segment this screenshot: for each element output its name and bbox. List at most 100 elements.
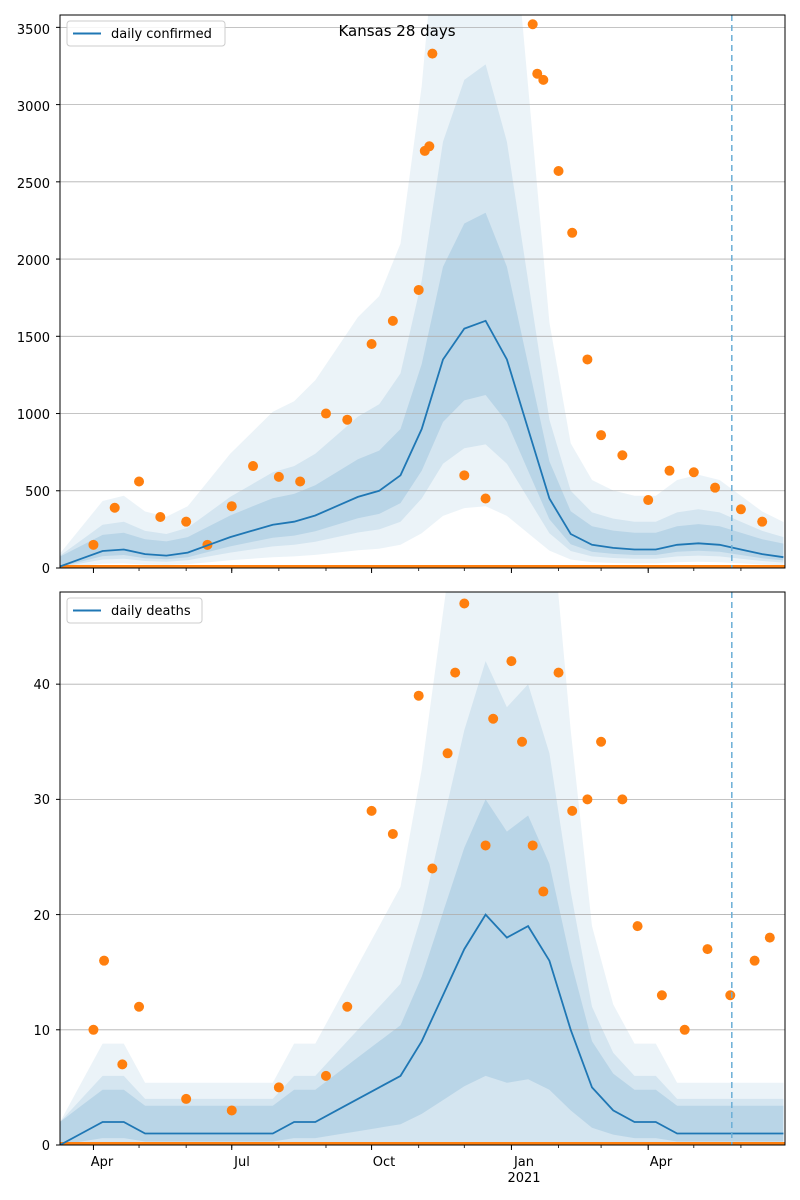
legend-label: daily confirmed bbox=[111, 27, 212, 42]
data-point bbox=[617, 450, 628, 461]
data-point bbox=[366, 805, 377, 816]
data-point bbox=[506, 656, 517, 667]
data-point bbox=[450, 667, 461, 678]
figure-title: Kansas 28 days bbox=[338, 22, 455, 40]
data-point bbox=[427, 863, 438, 874]
plot-area bbox=[60, 592, 785, 1145]
data-point bbox=[480, 493, 491, 504]
data-point bbox=[488, 713, 499, 724]
axes-frame bbox=[59, 14, 786, 569]
x-tick-label: Apr bbox=[650, 1155, 673, 1170]
y-tick-label: 2000 bbox=[17, 254, 50, 269]
data-point bbox=[117, 1059, 128, 1070]
uncertainty-band bbox=[60, 661, 784, 1145]
data-point bbox=[273, 1082, 284, 1093]
data-point bbox=[532, 68, 543, 79]
data-point bbox=[582, 794, 593, 805]
legend-deaths: daily deaths bbox=[66, 597, 203, 624]
data-point bbox=[155, 512, 166, 523]
data-point bbox=[134, 476, 145, 487]
data-point bbox=[295, 476, 306, 487]
uncertainty-band bbox=[60, 799, 784, 1145]
data-point bbox=[248, 461, 259, 472]
data-point bbox=[427, 48, 438, 59]
uncertainty-band bbox=[60, 212, 784, 567]
data-point bbox=[342, 414, 353, 425]
y-tick-label: 20 bbox=[33, 909, 50, 924]
y-tick-label: 30 bbox=[33, 793, 50, 808]
legend-label: daily deaths bbox=[111, 604, 191, 619]
data-point bbox=[459, 470, 470, 481]
data-point bbox=[517, 736, 528, 747]
data-point bbox=[664, 465, 675, 476]
data-point bbox=[442, 748, 453, 759]
data-point bbox=[735, 504, 746, 515]
data-point bbox=[387, 828, 398, 839]
series-line bbox=[60, 319, 784, 568]
data-point bbox=[643, 495, 654, 506]
data-point bbox=[387, 315, 398, 326]
data-point bbox=[656, 990, 667, 1001]
y-tick-label: 10 bbox=[33, 1024, 50, 1039]
data-point bbox=[582, 354, 593, 365]
y-tick-label: 2500 bbox=[17, 177, 50, 192]
data-point bbox=[538, 74, 549, 85]
data-point bbox=[99, 955, 110, 966]
data-point bbox=[596, 430, 607, 441]
data-point bbox=[596, 736, 607, 747]
data-point bbox=[181, 1093, 192, 1104]
data-point bbox=[764, 932, 775, 943]
data-point bbox=[553, 166, 564, 177]
y-tick-labels-confirmed: 0 500 1000 1500 2000 2500 3000 3500 bbox=[17, 23, 50, 577]
legend-box bbox=[66, 20, 226, 47]
y-tick-label: 500 bbox=[25, 485, 50, 500]
data-point bbox=[320, 408, 331, 419]
y-tick-label: 0 bbox=[42, 1139, 50, 1154]
y-tick-label: 40 bbox=[33, 678, 50, 693]
data-point bbox=[632, 921, 643, 932]
data-point bbox=[710, 482, 721, 493]
data-point bbox=[725, 990, 736, 1001]
x-tick-year-label: 2021 bbox=[507, 1171, 540, 1186]
data-point bbox=[320, 1070, 331, 1081]
y-tick-label: 3000 bbox=[17, 100, 50, 115]
x-tick-label: Apr bbox=[91, 1155, 114, 1170]
data-point bbox=[109, 502, 120, 513]
data-point bbox=[688, 467, 699, 478]
data-point bbox=[538, 886, 549, 897]
data-point bbox=[342, 1001, 353, 1012]
data-point bbox=[181, 516, 192, 527]
y-tick-label: 1000 bbox=[17, 408, 50, 423]
data-point bbox=[88, 1024, 99, 1035]
axes-deaths bbox=[56, 591, 786, 1150]
data-point bbox=[459, 598, 470, 609]
legend-confirmed: daily confirmed bbox=[66, 20, 226, 47]
uncertainty-band bbox=[60, 592, 784, 1145]
axes-frame bbox=[59, 591, 786, 1146]
x-tick-labels: Apr Jul Oct Jan Apr 2021 bbox=[91, 1155, 673, 1186]
x-tick-label: Oct bbox=[373, 1155, 395, 1170]
data-point bbox=[413, 690, 424, 701]
data-point bbox=[226, 501, 237, 512]
data-point bbox=[273, 471, 284, 482]
data-point bbox=[88, 539, 99, 550]
y-tick-label: 3500 bbox=[17, 23, 50, 38]
series-line bbox=[60, 913, 784, 1145]
uncertainty-band bbox=[60, 64, 784, 568]
data-point bbox=[134, 1001, 145, 1012]
data-point bbox=[413, 284, 424, 295]
data-point bbox=[366, 339, 377, 350]
data-point bbox=[527, 19, 538, 30]
data-point bbox=[424, 141, 435, 152]
x-tick-label: Jan bbox=[513, 1155, 534, 1170]
y-tick-label: 1500 bbox=[17, 331, 50, 346]
data-point bbox=[553, 667, 564, 678]
data-point bbox=[749, 955, 760, 966]
data-point bbox=[702, 944, 713, 955]
y-tick-label: 0 bbox=[42, 562, 50, 577]
data-point bbox=[226, 1105, 237, 1116]
data-point bbox=[567, 227, 578, 238]
data-point bbox=[617, 794, 628, 805]
data-point bbox=[679, 1024, 690, 1035]
